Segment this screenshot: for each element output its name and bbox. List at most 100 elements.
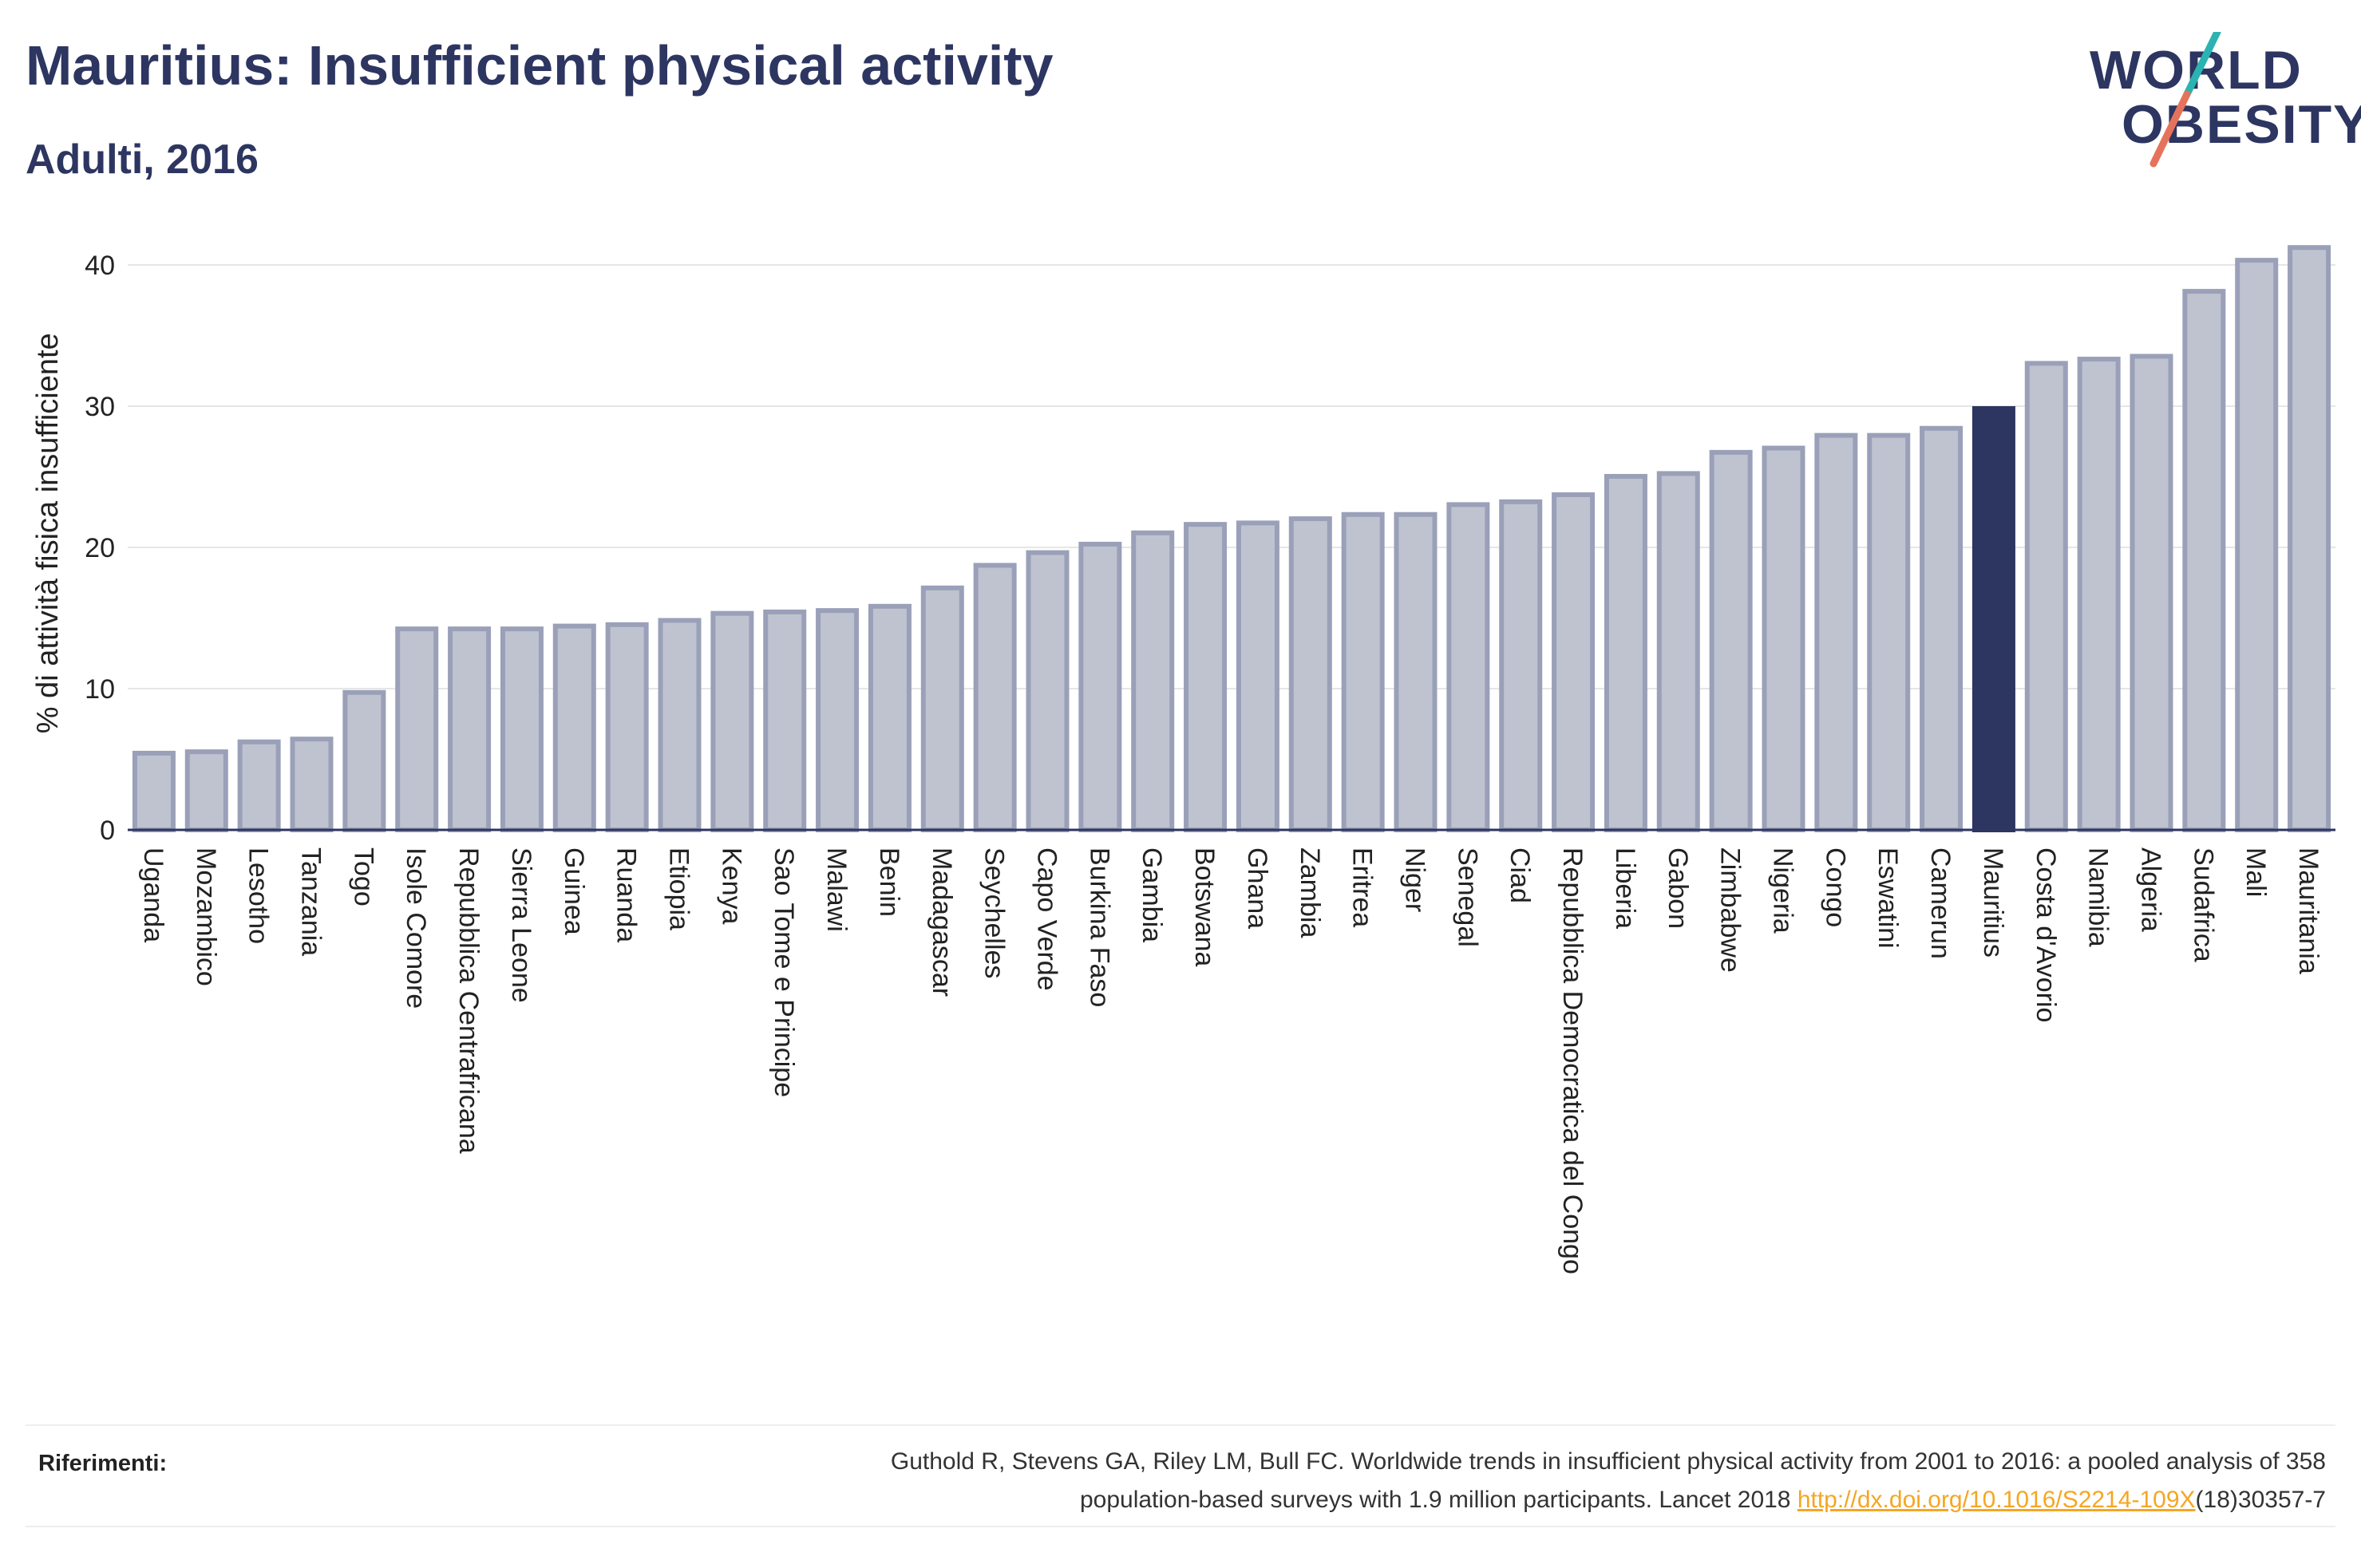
- x-tick-label: Madagascar: [927, 847, 957, 997]
- x-tick-label: Kenya: [716, 847, 746, 924]
- x-tick-label: Eritrea: [1347, 847, 1378, 927]
- logo-slash-icon: [2149, 32, 2221, 168]
- bar-mozambico: [184, 749, 228, 832]
- bar-zimbabwe: [1709, 449, 1753, 832]
- bar-sao-tome-e-principe: [763, 609, 807, 832]
- x-tick-label: Ruanda: [611, 847, 642, 942]
- x-tick-label: Burkina Faso: [1084, 847, 1114, 1007]
- references-text: Guthold R, Stevens GA, Riley LM, Bull FC…: [330, 1443, 2326, 1519]
- x-tick-label: Gabon: [1663, 847, 1693, 929]
- x-tick-label: Repubblica Democratica del Congo: [1557, 847, 1588, 1274]
- y-tick-label: 40: [85, 251, 115, 281]
- bar-liberia: [1604, 473, 1647, 832]
- x-tick-label: Isole Comore: [401, 847, 431, 1009]
- bar-guinea: [552, 623, 596, 833]
- bar-botswana: [1184, 522, 1228, 832]
- x-tick-label: Mozambico: [191, 847, 221, 986]
- bar-malawi: [816, 608, 860, 832]
- x-tick-label: Eswatini: [1873, 847, 1903, 949]
- bar-namibia: [2077, 357, 2121, 833]
- references-line2: population-based surveys with 1.9 millio…: [1079, 1487, 1797, 1513]
- x-tick-label: Etiopia: [664, 847, 694, 930]
- bar-ruanda: [605, 622, 649, 832]
- footer-divider-top: [26, 1424, 2335, 1426]
- doi-link[interactable]: http://dx.doi.org/10.1016/S2214-109X: [1797, 1487, 2196, 1513]
- bar-eswatini: [1867, 432, 1911, 832]
- bar-kenya: [710, 610, 754, 833]
- bar-congo: [1814, 432, 1858, 832]
- x-tick-label: Sierra Leone: [506, 847, 536, 1003]
- bar-burkina-faso: [1078, 541, 1122, 832]
- x-tick-label: Seychelles: [979, 847, 1010, 978]
- x-tick-label: Mali: [2240, 847, 2271, 897]
- bar-tanzania: [290, 737, 334, 832]
- x-tick-label: Uganda: [138, 847, 168, 942]
- x-tick-label: Niger: [1400, 847, 1430, 912]
- bar-ciad: [1499, 499, 1543, 832]
- bar-benin: [868, 603, 912, 832]
- bar-costa-d-avorio: [2024, 361, 2068, 833]
- y-tick-label: 30: [85, 392, 115, 422]
- x-tick-label: Malawi: [821, 847, 852, 932]
- world-obesity-logo: WORLD OBESITY: [2075, 32, 2361, 168]
- footer-divider-bottom: [26, 1526, 2335, 1527]
- x-tick-label: Mauritius: [1978, 847, 2008, 958]
- x-tick-label: Camerun: [1925, 847, 1956, 959]
- chart-subtitle: Adulti, 2016: [26, 136, 259, 183]
- x-tick-label: Zambia: [1295, 847, 1325, 938]
- x-tick-label: Namibia: [2083, 847, 2114, 947]
- bar-seychelles: [973, 563, 1017, 832]
- bar-zambia: [1288, 516, 1332, 832]
- references-line1: Guthold R, Stevens GA, Riley LM, Bull FC…: [890, 1448, 2326, 1475]
- bar-etiopia: [658, 618, 702, 832]
- x-tick-label: Capo Verde: [1032, 847, 1062, 991]
- x-tick-label: Gambia: [1137, 847, 1167, 942]
- x-tick-label: Togo: [348, 847, 378, 906]
- bar-mauritius: [1971, 406, 2015, 832]
- x-tick-label: Nigeria: [1768, 847, 1798, 934]
- bar-repubblica-democratica-del-congo: [1552, 492, 1596, 832]
- bar-repubblica-centrafricana: [448, 626, 492, 832]
- bar-chart: 0 10 20 30 40 % di attività fisica insufficie…: [31, 245, 2335, 1274]
- x-tick-label: Algeria: [2136, 847, 2166, 932]
- x-tick-label: Senegal: [1452, 847, 1482, 947]
- bar-mali: [2235, 258, 2279, 832]
- bar-gabon: [1656, 471, 1700, 832]
- x-tick-label: Lesotho: [243, 847, 274, 944]
- references-line2-suffix: (18)30357-7: [2195, 1487, 2326, 1513]
- x-tick-label: Ghana: [1242, 847, 1272, 929]
- x-tick-label: Zimbabwe: [1715, 847, 1746, 973]
- y-tick-label: 10: [85, 674, 115, 705]
- bar-niger: [1394, 511, 1438, 832]
- y-tick-label: 20: [85, 533, 115, 563]
- y-axis-title: % di attività fisica insufficiente: [31, 333, 65, 733]
- x-tick-label: Costa d'Avorio: [2031, 847, 2061, 1022]
- bar-ghana: [1236, 520, 1279, 832]
- x-tick-label: Mauritania: [2293, 847, 2323, 974]
- bar-nigeria: [1762, 445, 1805, 832]
- y-tick-label: 0: [100, 816, 115, 846]
- x-tick-label: Tanzania: [296, 847, 326, 956]
- references-label: Riferimenti:: [38, 1451, 168, 1476]
- chart-title: Mauritius: Insufficient physical activit…: [26, 34, 1054, 97]
- bar-togo: [342, 689, 386, 833]
- bar-lesotho: [237, 739, 281, 832]
- x-tick-label: Congo: [1820, 847, 1850, 927]
- bar-madagascar: [920, 585, 964, 832]
- x-tick-label: Repubblica Centrafricana: [453, 847, 484, 1154]
- bar-mauritania: [2288, 245, 2331, 833]
- bar-isole-comore: [395, 626, 439, 832]
- bar-sierra-leone: [500, 626, 544, 832]
- bar-senegal: [1446, 502, 1490, 832]
- bar-uganda: [132, 750, 176, 833]
- x-tick-label: Sao Tome e Principe: [769, 847, 799, 1097]
- bar-camerun: [1920, 425, 1964, 832]
- x-tick-label: Ciad: [1505, 847, 1535, 903]
- bar-algeria: [2130, 353, 2173, 832]
- x-tick-label: Liberia: [1610, 847, 1640, 929]
- x-tick-label: Guinea: [559, 847, 589, 935]
- bar-gambia: [1131, 530, 1175, 832]
- bar-sudafrica: [2182, 289, 2226, 832]
- bar-eritrea: [1341, 511, 1385, 832]
- bar-capo-verde: [1026, 550, 1070, 832]
